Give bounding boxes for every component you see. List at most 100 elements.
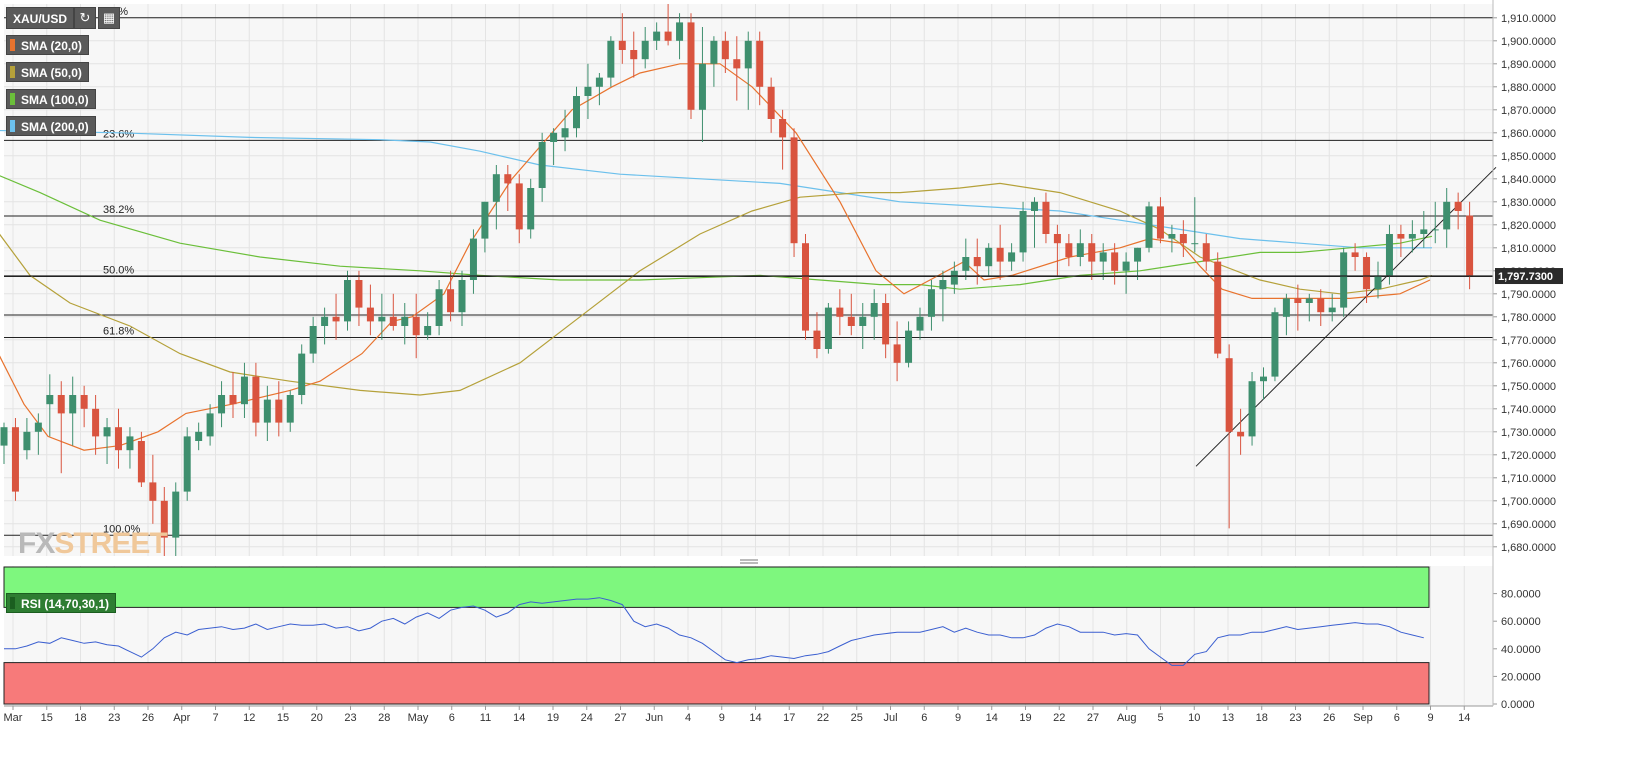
candle <box>676 13 684 60</box>
candle <box>1179 220 1187 257</box>
candle-body <box>1042 201 1050 234</box>
candle <box>939 270 947 322</box>
candle-body <box>950 270 958 285</box>
x-tick-label: 23 <box>1289 712 1301 724</box>
y-tick-label: 1,690.0000 <box>1501 519 1556 531</box>
candle <box>595 73 603 106</box>
candle <box>1099 243 1107 280</box>
candle-body <box>1156 206 1164 239</box>
candle <box>378 293 386 340</box>
indicator-rsi[interactable]: RSI (14,70,30,1) <box>6 593 117 613</box>
x-tick-label: Jun <box>645 712 663 724</box>
candle-body <box>1294 298 1302 303</box>
candle <box>847 293 855 336</box>
indicator-sma-50[interactable]: SMA (50,0) <box>6 62 89 82</box>
candle <box>687 13 695 119</box>
candle <box>1397 224 1405 257</box>
candle <box>469 229 477 294</box>
candle-body <box>905 330 913 363</box>
candle-body <box>561 128 569 138</box>
pane-separator <box>0 556 1626 566</box>
candle-body <box>1122 261 1130 271</box>
x-tick-label: May <box>408 712 429 724</box>
candle-body <box>229 395 237 405</box>
candle-body <box>149 482 157 501</box>
indicator-sma-20[interactable]: SMA (20,0) <box>6 35 89 55</box>
y-tick-label: 1,820.0000 <box>1501 220 1556 232</box>
candle-body <box>344 280 351 322</box>
candle-body <box>412 316 420 336</box>
candle-body <box>744 40 752 69</box>
candle <box>538 132 546 202</box>
fib-level-label: 61.8% <box>103 326 134 338</box>
candle-body <box>69 395 77 414</box>
x-tick-label: 6 <box>1394 712 1400 724</box>
candle <box>183 427 191 501</box>
candle <box>1031 197 1038 248</box>
candle-body <box>1008 252 1016 262</box>
refresh-button[interactable]: ↻ <box>74 7 96 29</box>
candle <box>916 307 924 340</box>
candle <box>1328 293 1336 322</box>
candle <box>710 36 718 87</box>
candle-body <box>1099 252 1107 262</box>
calendar-button[interactable]: ▦ <box>98 7 120 29</box>
candle-body <box>126 436 134 451</box>
y-tick-label: 1,780.0000 <box>1501 312 1556 324</box>
x-tick-label: 22 <box>817 712 829 724</box>
candle <box>412 293 420 359</box>
candle <box>1294 284 1302 331</box>
candle <box>1008 243 1016 271</box>
candle <box>1374 261 1382 299</box>
candle-body <box>11 427 19 492</box>
candle-body <box>710 40 718 64</box>
candle <box>1237 408 1245 455</box>
candle-body <box>298 353 306 395</box>
x-tick-label: 26 <box>142 712 154 724</box>
candle-body <box>1248 381 1256 437</box>
y-tick-label: 1,840.0000 <box>1501 174 1556 186</box>
x-tick-label: 28 <box>378 712 390 724</box>
oversold-zone <box>3 662 1430 705</box>
candle-body <box>733 59 741 69</box>
y-tick-label: 1,700.0000 <box>1501 496 1556 508</box>
candle-body <box>355 280 363 308</box>
candle-body <box>653 31 661 41</box>
candle <box>355 270 363 326</box>
candle-body <box>790 137 798 244</box>
x-tick-label: 14 <box>513 712 525 724</box>
candle-body <box>23 431 31 451</box>
fib-level-label: 50.0% <box>103 265 134 277</box>
candle-body <box>973 257 981 267</box>
candle <box>1042 192 1050 244</box>
candle-body <box>1145 206 1153 248</box>
x-tick-label: 9 <box>955 712 961 724</box>
x-tick-label: Apr <box>173 712 190 724</box>
candle-body <box>630 50 638 60</box>
candle <box>332 293 340 340</box>
candle <box>34 413 42 455</box>
candle-body <box>698 63 706 110</box>
indicator-sma-100[interactable]: SMA (100,0) <box>6 89 96 109</box>
candle <box>492 165 500 230</box>
candle <box>985 243 993 276</box>
candle-body <box>802 243 809 331</box>
symbol-label[interactable]: XAU/USD <box>6 7 75 29</box>
candle-body <box>595 77 603 87</box>
candle-body <box>492 174 500 202</box>
candle <box>1317 289 1325 326</box>
sma-50-line <box>0 182 1433 396</box>
x-tick-label: Sep <box>1353 712 1373 724</box>
candle <box>1282 293 1290 336</box>
indicator-sma-200[interactable]: SMA (200,0) <box>6 116 96 136</box>
y-tick-label: 1,760.0000 <box>1501 358 1556 370</box>
y-tick-label: 1,730.0000 <box>1501 427 1556 439</box>
rsi-y-tick-label: 0.0000 <box>1501 699 1535 711</box>
sma-200-label: SMA (200,0) <box>21 120 89 134</box>
candle <box>424 312 432 340</box>
candle-body <box>676 22 684 41</box>
candle <box>1225 344 1233 529</box>
candle <box>996 224 1004 280</box>
x-tick-label: 9 <box>719 712 725 724</box>
